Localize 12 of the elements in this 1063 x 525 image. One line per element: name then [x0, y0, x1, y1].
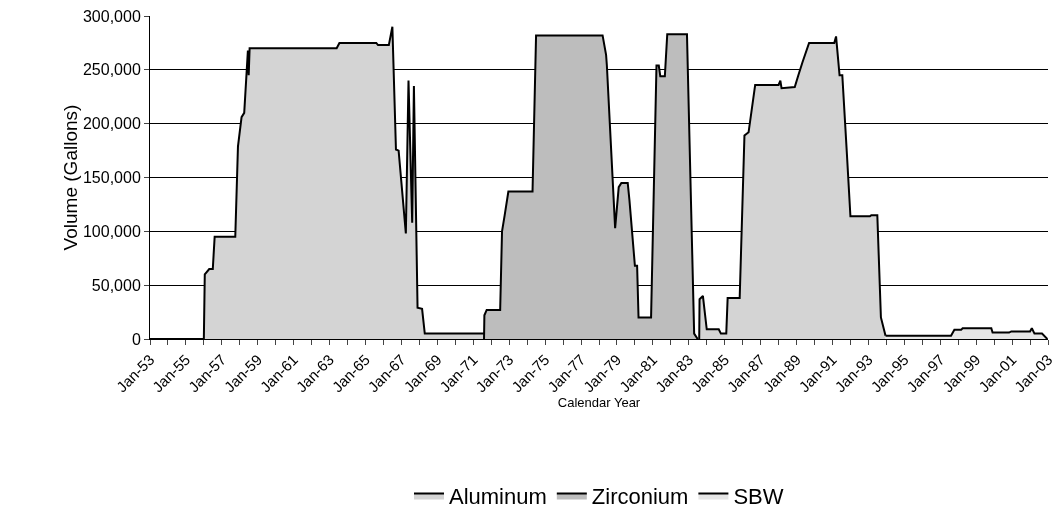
legend-label: SBW — [733, 484, 784, 510]
y-tick-label: 100,000 — [82, 222, 141, 240]
y-tick-label: 50,000 — [91, 276, 141, 294]
y-tick-label: 150,000 — [82, 169, 141, 187]
y-tick-label: 0 — [131, 330, 141, 348]
y-tick-label: 250,000 — [82, 61, 141, 79]
legend-label: Aluminum — [449, 484, 547, 510]
x-axis-title: Calendar Year — [557, 395, 641, 411]
y-axis-title: Volume (Gallons) — [59, 104, 81, 251]
y-tick-label: 200,000 — [82, 115, 141, 133]
legend-label: Zirconium — [591, 484, 689, 510]
y-tick-label: 300,000 — [82, 7, 141, 25]
